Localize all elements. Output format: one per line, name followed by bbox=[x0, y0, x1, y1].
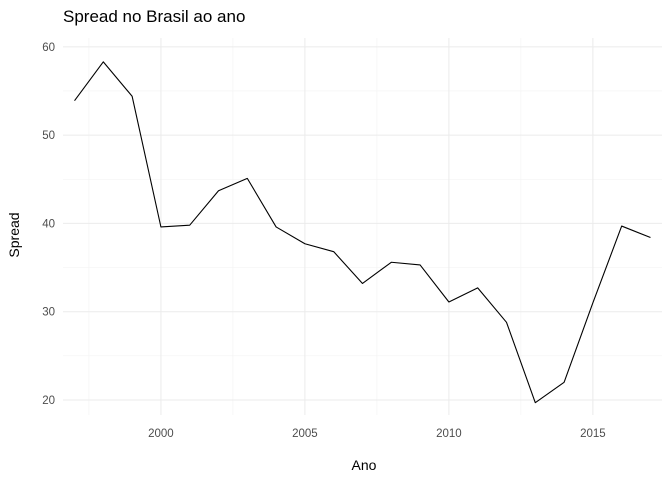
x-tick-label: 2000 bbox=[148, 428, 174, 440]
x-tick-label: 2005 bbox=[292, 428, 318, 440]
x-tick-label: 2010 bbox=[436, 428, 462, 440]
y-axis-title: Spread bbox=[6, 212, 22, 257]
y-tick-label: 40 bbox=[42, 218, 55, 230]
y-axis-ticks: 20 30 40 50 60 bbox=[42, 42, 55, 407]
y-tick-label: 20 bbox=[42, 395, 55, 407]
x-axis-title: Ano bbox=[352, 457, 377, 473]
y-tick-label: 30 bbox=[42, 307, 55, 319]
grid bbox=[63, 38, 662, 415]
x-axis-ticks: 2000 2005 2010 2015 bbox=[148, 428, 606, 440]
y-tick-label: 50 bbox=[42, 130, 55, 142]
series-line bbox=[74, 61, 651, 404]
x-tick-label: 2015 bbox=[580, 428, 606, 440]
chart-title: Spread no Brasil ao ano bbox=[63, 7, 245, 26]
y-tick-label: 60 bbox=[42, 42, 55, 54]
